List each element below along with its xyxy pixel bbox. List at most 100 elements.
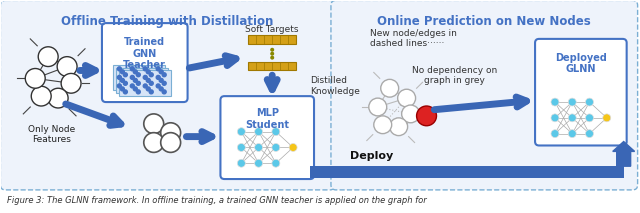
Circle shape: [124, 73, 127, 77]
Circle shape: [120, 70, 124, 74]
Circle shape: [397, 89, 415, 107]
Circle shape: [61, 73, 81, 93]
Circle shape: [162, 90, 166, 94]
Circle shape: [120, 87, 124, 91]
Circle shape: [551, 130, 559, 138]
Circle shape: [117, 84, 122, 88]
Bar: [248, 62, 296, 71]
Circle shape: [161, 123, 180, 142]
Circle shape: [586, 114, 593, 122]
Circle shape: [159, 78, 163, 82]
Circle shape: [237, 144, 245, 151]
Text: MLP
Student: MLP Student: [245, 108, 289, 130]
Circle shape: [124, 81, 127, 85]
Circle shape: [255, 144, 262, 151]
Circle shape: [586, 98, 593, 106]
Text: Offline Training with Distillation: Offline Training with Distillation: [61, 15, 274, 28]
Circle shape: [120, 78, 124, 82]
Circle shape: [271, 52, 273, 55]
Text: No dependency on
graph in grey: No dependency on graph in grey: [412, 66, 497, 85]
Circle shape: [117, 67, 122, 71]
Circle shape: [136, 90, 140, 94]
Circle shape: [31, 86, 51, 106]
Circle shape: [156, 67, 160, 71]
Text: Only Node
Features: Only Node Features: [28, 125, 75, 144]
Circle shape: [568, 98, 576, 106]
Circle shape: [131, 75, 134, 79]
Circle shape: [124, 90, 127, 94]
Circle shape: [57, 57, 77, 76]
Circle shape: [149, 73, 153, 77]
Circle shape: [551, 98, 559, 106]
Circle shape: [402, 105, 420, 123]
Circle shape: [147, 70, 150, 74]
FancyBboxPatch shape: [331, 0, 637, 190]
Circle shape: [156, 75, 160, 79]
Circle shape: [381, 79, 399, 97]
FancyBboxPatch shape: [102, 23, 188, 102]
Text: Figure 3: The GLNN framework. In offline training, a trained GNN teacher is appl: Figure 3: The GLNN framework. In offline…: [8, 196, 427, 205]
Circle shape: [551, 114, 559, 122]
Circle shape: [289, 144, 297, 151]
Circle shape: [144, 133, 164, 152]
Circle shape: [271, 49, 273, 51]
Text: Soft Targets: Soft Targets: [246, 25, 299, 34]
FancyBboxPatch shape: [220, 96, 314, 179]
Circle shape: [133, 70, 138, 74]
Text: New node/edges in
dashed lines······: New node/edges in dashed lines······: [370, 29, 457, 48]
Circle shape: [133, 78, 138, 82]
Circle shape: [131, 67, 134, 71]
Circle shape: [586, 130, 593, 138]
Circle shape: [237, 159, 245, 167]
Circle shape: [38, 47, 58, 66]
Circle shape: [271, 56, 273, 59]
Circle shape: [144, 114, 164, 134]
Circle shape: [159, 70, 163, 74]
Circle shape: [149, 81, 153, 85]
Text: Distilled
Knowledge: Distilled Knowledge: [310, 76, 360, 96]
Text: Trained
GNN
Teacher: Trained GNN Teacher: [124, 37, 166, 70]
Circle shape: [147, 87, 150, 91]
Circle shape: [272, 159, 280, 167]
Circle shape: [374, 116, 392, 134]
Circle shape: [162, 81, 166, 85]
Circle shape: [369, 98, 387, 116]
Circle shape: [255, 128, 262, 136]
Circle shape: [272, 128, 280, 136]
Text: Deployed
GLNN: Deployed GLNN: [555, 53, 607, 74]
Circle shape: [131, 84, 134, 88]
FancyArrow shape: [612, 141, 635, 166]
Circle shape: [136, 81, 140, 85]
Bar: [248, 35, 296, 44]
Circle shape: [136, 73, 140, 77]
Circle shape: [48, 88, 68, 108]
Circle shape: [603, 114, 611, 122]
Circle shape: [143, 75, 147, 79]
Circle shape: [161, 133, 180, 152]
Circle shape: [417, 106, 436, 126]
Circle shape: [26, 69, 45, 88]
Circle shape: [159, 87, 163, 91]
Circle shape: [237, 128, 245, 136]
Circle shape: [143, 84, 147, 88]
FancyBboxPatch shape: [535, 39, 627, 145]
Circle shape: [568, 130, 576, 138]
Text: Online Prediction on New Nodes: Online Prediction on New Nodes: [378, 15, 591, 28]
Circle shape: [162, 73, 166, 77]
FancyBboxPatch shape: [119, 71, 171, 96]
Circle shape: [133, 87, 138, 91]
FancyBboxPatch shape: [116, 68, 168, 93]
Circle shape: [149, 90, 153, 94]
Circle shape: [272, 144, 280, 151]
Text: Deploy: Deploy: [350, 151, 393, 161]
FancyBboxPatch shape: [113, 65, 164, 90]
Bar: [310, 166, 623, 178]
FancyBboxPatch shape: [1, 0, 335, 190]
Circle shape: [117, 75, 122, 79]
Circle shape: [156, 84, 160, 88]
Circle shape: [255, 159, 262, 167]
Circle shape: [568, 114, 576, 122]
Circle shape: [143, 67, 147, 71]
Circle shape: [147, 78, 150, 82]
Circle shape: [390, 118, 408, 136]
